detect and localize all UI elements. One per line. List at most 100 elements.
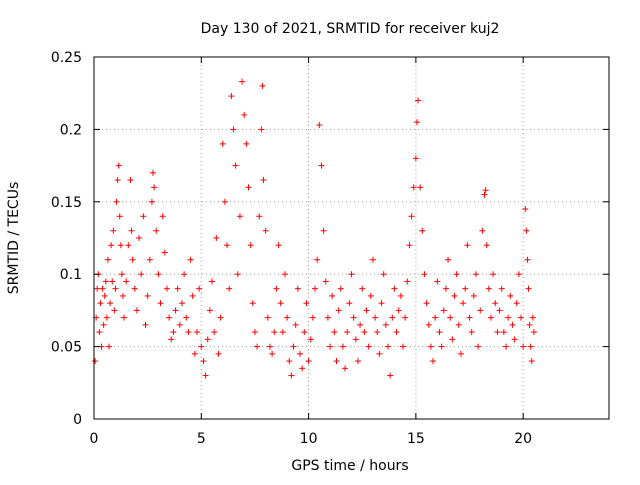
data-point [335, 307, 342, 314]
data-point [230, 126, 237, 133]
data-point [320, 227, 327, 234]
data-point [266, 343, 273, 350]
data-point [482, 187, 489, 194]
data-point [133, 307, 140, 314]
data-point [419, 227, 426, 234]
data-point [436, 329, 443, 336]
data-point [367, 292, 374, 299]
data-point [395, 307, 402, 314]
data-point [513, 300, 520, 307]
data-point [393, 329, 400, 336]
data-point [219, 140, 226, 147]
data-point [483, 242, 490, 249]
y-tick-label: 0.25 [51, 50, 82, 66]
data-point [159, 213, 166, 220]
data-point [247, 242, 254, 249]
data-point [121, 314, 128, 321]
y-tick-label: 0 [73, 412, 82, 428]
data-point [232, 162, 239, 169]
data-point [157, 300, 164, 307]
data-point [490, 271, 497, 278]
data-point [389, 314, 396, 321]
data-point [400, 343, 406, 350]
data-point [361, 329, 368, 336]
data-point [221, 198, 228, 205]
data-point [251, 329, 258, 336]
data-point [198, 343, 205, 350]
data-point [118, 271, 125, 278]
data-point [209, 278, 216, 285]
data-point [527, 343, 534, 350]
data-point [453, 271, 460, 278]
data-point [337, 285, 344, 292]
data-point [146, 256, 153, 263]
data-point [294, 285, 301, 292]
data-point [239, 78, 246, 85]
data-point [305, 358, 312, 365]
data-point [271, 329, 278, 336]
data-point [352, 336, 359, 343]
data-point [440, 307, 447, 314]
data-point [185, 329, 192, 336]
data-point [217, 314, 224, 321]
data-point [113, 198, 120, 205]
data-point [354, 358, 361, 365]
data-point [528, 358, 535, 365]
data-point [505, 314, 512, 321]
data-point [150, 169, 157, 176]
chart-title: Day 130 of 2021, SRMTID for receiver kuj… [201, 21, 500, 37]
data-point [174, 285, 181, 292]
data-point [290, 343, 297, 350]
data-point [500, 329, 507, 336]
data-point [410, 184, 417, 191]
data-point [460, 300, 467, 307]
data-point [151, 184, 158, 191]
data-point [402, 314, 409, 321]
data-point [94, 285, 101, 292]
data-point [344, 329, 351, 336]
data-point [339, 343, 346, 350]
data-point [202, 372, 209, 379]
data-point [166, 314, 173, 321]
x-tick-label: 20 [514, 431, 532, 447]
data-point [430, 358, 437, 365]
data-point [191, 350, 198, 357]
data-point [511, 336, 518, 343]
data-point [168, 336, 175, 343]
data-point [117, 242, 124, 249]
data-point [104, 256, 111, 263]
data-point [136, 235, 143, 241]
data-point [312, 285, 319, 292]
data-point [518, 314, 525, 321]
data-point [374, 329, 381, 336]
data-point [457, 350, 464, 357]
data-point [254, 343, 261, 350]
data-point [432, 314, 439, 321]
data-point [108, 242, 115, 249]
data-point [417, 184, 424, 191]
data-point [100, 321, 107, 328]
data-point [451, 292, 458, 299]
data-point [111, 307, 118, 314]
data-point [103, 314, 110, 321]
data-point [507, 292, 514, 299]
data-point [213, 235, 220, 241]
data-point [178, 300, 185, 307]
data-point [303, 300, 310, 307]
data-point [123, 278, 130, 285]
data-point [342, 365, 349, 372]
data-point [259, 82, 266, 89]
data-point [425, 321, 432, 328]
data-point [292, 321, 299, 328]
data-point [109, 278, 116, 285]
axis-ticks [93, 56, 609, 420]
data-point [189, 292, 196, 299]
data-point [148, 198, 155, 205]
data-point [529, 314, 536, 321]
data-point [412, 155, 419, 162]
data-point [155, 271, 162, 278]
data-point [434, 278, 441, 285]
x-tick-label: 0 [90, 431, 99, 447]
data-point [316, 122, 323, 129]
y-axis-label: SRMTID / TECUs [6, 182, 22, 295]
